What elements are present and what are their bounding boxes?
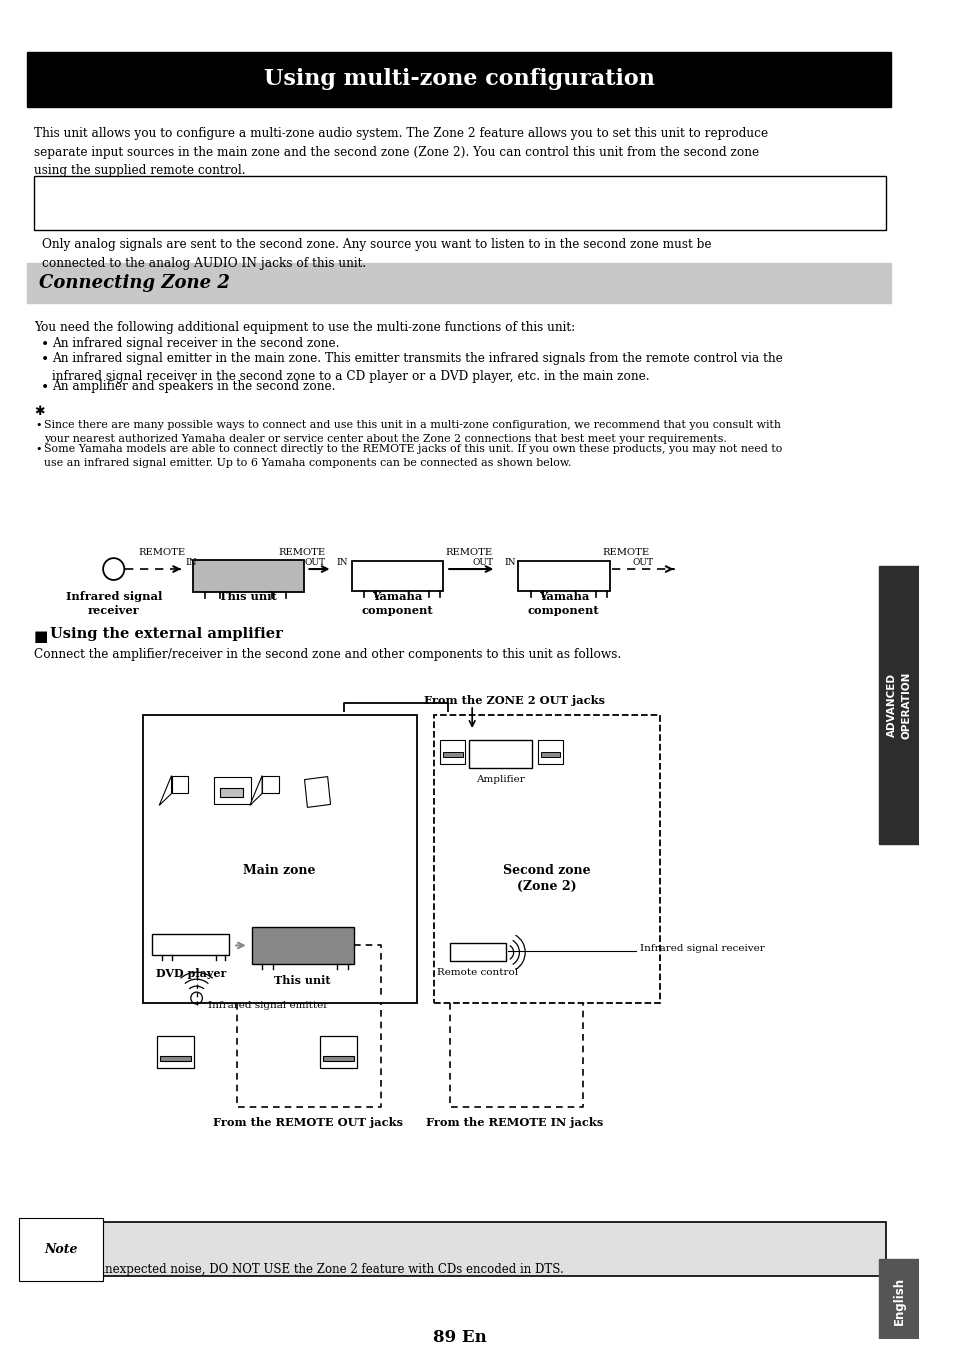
Bar xyxy=(219,787,243,798)
Bar xyxy=(253,926,354,964)
Text: An amplifier and speakers in the second zone.: An amplifier and speakers in the second … xyxy=(52,380,335,394)
Bar xyxy=(213,776,251,805)
Bar xyxy=(27,263,890,303)
Text: REMOTE: REMOTE xyxy=(277,549,325,557)
Text: To avoid unexpected noise, DO NOT USE the Zone 2 feature with CDs encoded in DTS: To avoid unexpected noise, DO NOT USE th… xyxy=(44,1263,563,1277)
Bar xyxy=(142,714,416,1003)
Bar xyxy=(440,740,465,764)
Text: ✱: ✱ xyxy=(33,406,44,418)
Polygon shape xyxy=(250,775,262,805)
Text: IN: IN xyxy=(336,558,348,568)
Text: This unit allows you to configure a multi-zone audio system. The Zone 2 feature : This unit allows you to configure a mult… xyxy=(33,127,767,177)
Text: An infrared signal receiver in the second zone.: An infrared signal receiver in the secon… xyxy=(52,337,339,349)
Text: •: • xyxy=(35,443,42,454)
Bar xyxy=(322,1055,354,1061)
Text: OUT: OUT xyxy=(472,558,493,568)
Text: OUT: OUT xyxy=(632,558,653,568)
Bar xyxy=(443,752,462,756)
Text: IN: IN xyxy=(185,558,196,568)
Text: Amplifier: Amplifier xyxy=(476,775,524,783)
Bar xyxy=(878,1259,919,1339)
Text: Second zone
(Zone 2): Second zone (Zone 2) xyxy=(502,864,590,892)
Bar xyxy=(352,561,443,590)
Text: REMOTE: REMOTE xyxy=(602,549,649,557)
Text: Infrared signal
receiver: Infrared signal receiver xyxy=(66,590,162,616)
Bar xyxy=(33,1221,884,1277)
Text: •: • xyxy=(40,337,49,350)
Text: Main zone: Main zone xyxy=(243,864,315,878)
Text: •: • xyxy=(40,352,49,365)
Bar xyxy=(262,775,279,794)
Bar xyxy=(469,740,532,767)
Text: Since there are many possible ways to connect and use this unit in a multi-zone : Since there are many possible ways to co… xyxy=(44,421,781,443)
Text: Some Yamaha models are able to connect directly to the REMOTE jacks of this unit: Some Yamaha models are able to connect d… xyxy=(44,443,781,468)
Text: Remote control: Remote control xyxy=(437,968,518,977)
Text: Connect the amplifier/receiver in the second zone and other components to this u: Connect the amplifier/receiver in the se… xyxy=(33,648,620,662)
Text: From the ZONE 2 OUT jacks: From the ZONE 2 OUT jacks xyxy=(424,696,604,706)
Text: ADVANCED
OPERATION: ADVANCED OPERATION xyxy=(885,671,910,739)
Bar xyxy=(450,944,505,961)
Polygon shape xyxy=(159,775,172,805)
Polygon shape xyxy=(304,776,330,807)
Bar xyxy=(172,775,189,794)
Bar xyxy=(33,175,884,231)
Text: From the REMOTE OUT jacks: From the REMOTE OUT jacks xyxy=(213,1117,403,1128)
Text: ■: ■ xyxy=(33,628,48,643)
Text: IN: IN xyxy=(503,558,515,568)
Text: Infrared signal emitter: Infrared signal emitter xyxy=(208,1002,328,1010)
Text: This unit: This unit xyxy=(274,975,331,987)
Text: OUT: OUT xyxy=(304,558,325,568)
Text: Using multi-zone configuration: Using multi-zone configuration xyxy=(264,69,655,90)
Text: 89 En: 89 En xyxy=(433,1329,486,1345)
Text: You need the following additional equipment to use the multi-zone functions of t: You need the following additional equipm… xyxy=(33,321,575,334)
Text: Infrared signal receiver: Infrared signal receiver xyxy=(639,944,763,953)
Bar xyxy=(878,566,919,844)
Bar xyxy=(517,561,609,590)
Bar xyxy=(537,740,562,764)
Text: Only analog signals are sent to the second zone. Any source you want to listen t: Only analog signals are sent to the seco… xyxy=(42,239,711,270)
Text: Connecting Zone 2: Connecting Zone 2 xyxy=(38,274,229,293)
Text: •: • xyxy=(40,380,49,395)
Text: This unit: This unit xyxy=(218,590,276,603)
Bar xyxy=(319,1035,356,1068)
Text: Note: Note xyxy=(44,1243,78,1256)
Text: Yamaha
component: Yamaha component xyxy=(361,590,433,616)
Bar xyxy=(27,51,890,108)
Text: •: • xyxy=(35,421,42,430)
Bar xyxy=(160,1055,191,1061)
Text: English: English xyxy=(892,1277,904,1325)
Text: An infrared signal emitter in the main zone. This emitter transmits the infrared: An infrared signal emitter in the main z… xyxy=(52,352,782,383)
Text: REMOTE: REMOTE xyxy=(138,549,185,557)
Text: DVD player: DVD player xyxy=(155,968,226,979)
Bar xyxy=(152,934,229,956)
Bar xyxy=(193,559,303,592)
Bar xyxy=(540,752,559,756)
Bar xyxy=(434,714,659,1003)
Text: From the REMOTE IN jacks: From the REMOTE IN jacks xyxy=(426,1117,602,1128)
Bar xyxy=(157,1035,193,1068)
Text: Yamaha
component: Yamaha component xyxy=(527,590,598,616)
Text: REMOTE: REMOTE xyxy=(445,549,493,557)
Text: Using the external amplifier: Using the external amplifier xyxy=(51,627,283,640)
